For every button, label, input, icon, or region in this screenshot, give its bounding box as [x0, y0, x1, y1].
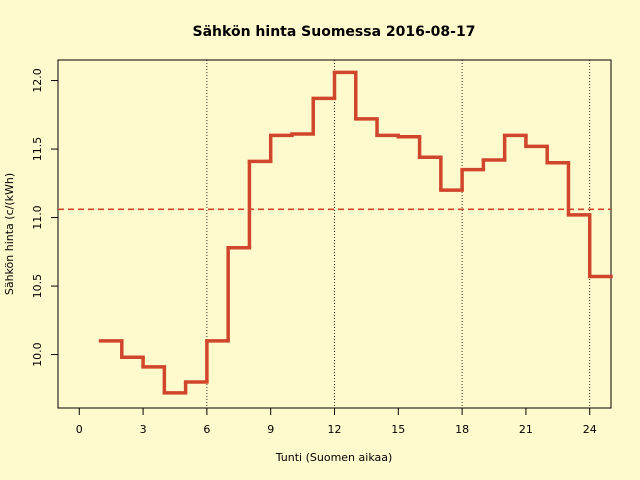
x-tick-label: 15	[391, 423, 405, 436]
x-tick-label: 0	[76, 423, 83, 436]
y-tick-label: 12.0	[31, 68, 44, 93]
y-tick-label: 10.5	[31, 274, 44, 299]
x-tick-label: 6	[203, 423, 210, 436]
y-tick-label: 11.5	[31, 137, 44, 162]
y-tick-label: 10.0	[31, 342, 44, 367]
x-tick-label: 21	[519, 423, 533, 436]
x-axis-label: Tunti (Suomen aikaa)	[275, 451, 393, 464]
x-tick-label: 3	[140, 423, 147, 436]
chart-title: Sähkön hinta Suomessa 2016-08-17	[193, 24, 476, 40]
x-tick-label: 12	[328, 423, 342, 436]
x-tick-label: 9	[267, 423, 274, 436]
y-axis-label: Sähkön hinta (c/(kWh)	[3, 173, 16, 295]
x-tick-label: 24	[583, 423, 597, 436]
x-tick-label: 18	[455, 423, 469, 436]
y-tick-label: 11.0	[31, 205, 44, 230]
